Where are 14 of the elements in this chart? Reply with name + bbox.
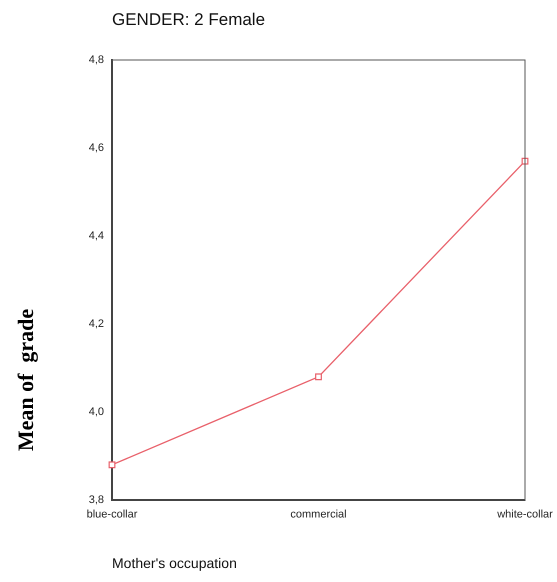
y-tick-label: 3,8 — [88, 494, 104, 506]
y-tick-label: 4,8 — [88, 54, 104, 66]
point — [108, 461, 116, 468]
y-tick-label: 4,6 — [88, 142, 104, 154]
y-axis-title: Mean of grade — [13, 308, 39, 452]
y-tick-label: 4,4 — [88, 230, 104, 242]
chart-title: GENDER: 2 Female — [112, 10, 266, 30]
x-tick-label: white-collar — [496, 508, 554, 521]
y-tick-label: 4,2 — [88, 318, 104, 330]
x-tick-label: commercial — [290, 508, 347, 521]
x-axis-title: Mother's occupation — [112, 555, 237, 571]
y-tick-label: 4,0 — [88, 406, 104, 418]
point — [315, 373, 322, 380]
x-tick-label: blue-collar — [86, 508, 138, 521]
